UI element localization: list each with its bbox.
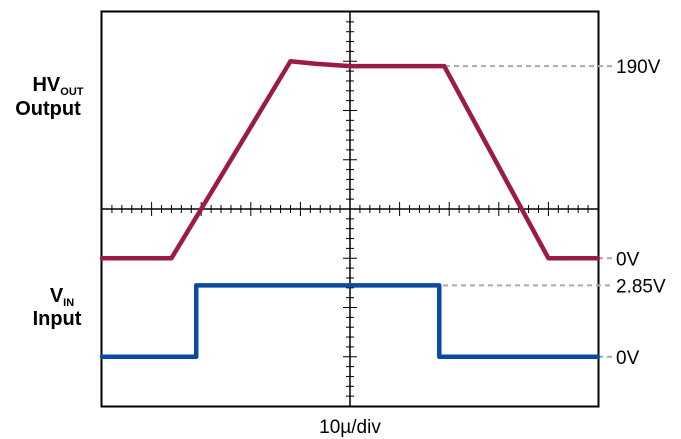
level-label-hv-0v: 0V (616, 249, 640, 270)
hv-out-label-line2: Output (15, 98, 81, 120)
hv-out-label: HVOUT (32, 74, 83, 98)
traces (99, 59, 601, 359)
x-axis-label: 10µ/div (319, 417, 381, 438)
level-label-vin-0v: 0V (616, 348, 640, 369)
vin-trace (99, 283, 601, 359)
hv-out-trace (99, 59, 601, 261)
vin-label: VIN (50, 285, 74, 309)
level-label-2-85v: 2.85V (616, 276, 666, 297)
level-guides (443, 65, 612, 358)
hv-out-label-sub: OUT (60, 86, 84, 98)
grid-axes (101, 11, 599, 407)
level-label-190v: 190V (616, 57, 661, 78)
hv-out-label-main: HV (32, 74, 60, 96)
vin-label-main: V (50, 285, 64, 307)
vin-label-sub: IN (63, 297, 74, 309)
vin-label-line2: Input (33, 308, 82, 330)
